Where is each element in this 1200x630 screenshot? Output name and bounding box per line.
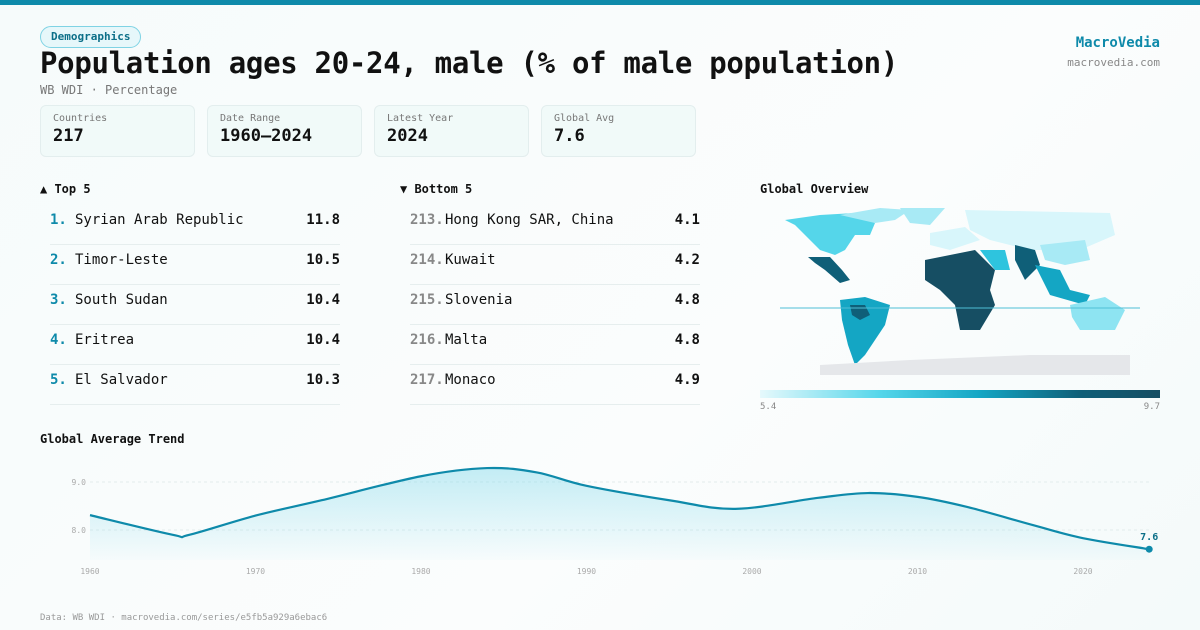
map-title: Global Overview	[760, 182, 869, 196]
country-value: 4.8	[674, 292, 700, 308]
country-value: 10.4	[306, 292, 340, 308]
country-value: 10.5	[306, 252, 340, 268]
top5-row[interactable]: 1. Syrian Arab Republic 11.8	[50, 205, 340, 245]
map-legend-bar	[760, 390, 1160, 398]
bottom5-row[interactable]: 217. Monaco 4.9	[410, 365, 700, 405]
north-america[interactable]	[785, 213, 875, 255]
australia[interactable]	[1070, 297, 1125, 330]
x-tick-label: 2010	[908, 567, 927, 576]
china[interactable]	[1040, 240, 1090, 265]
bottom5-row[interactable]: 216. Malta 4.8	[410, 325, 700, 365]
country-name: South Sudan	[75, 292, 168, 308]
trend-chart[interactable]: 8.0 9.0 1960 1970 1980 1990 2000 2010 2020 7.6	[0, 440, 1200, 590]
category-badge[interactable]: Demographics	[40, 26, 142, 48]
x-tick-label: 1960	[80, 567, 99, 576]
country-name: Eritrea	[75, 332, 135, 348]
country-name: Malta	[445, 332, 488, 348]
x-tick-label: 2020	[1073, 567, 1092, 576]
country-value: 4.8	[674, 332, 700, 348]
y-tick-label: 8.0	[72, 526, 87, 535]
stat-value: 1960–2024	[220, 126, 313, 146]
rank: 213.	[410, 212, 444, 228]
rank: 217.	[410, 372, 444, 388]
canada-arctic[interactable]	[840, 208, 910, 223]
x-tick-label: 1980	[411, 567, 430, 576]
brand-url[interactable]: macrovedia.com	[1067, 56, 1160, 69]
central-america[interactable]	[808, 257, 850, 283]
legend-min: 5.4	[760, 402, 777, 412]
top5-row[interactable]: 5. El Salvador 10.3	[50, 365, 340, 405]
stat-label: Latest Year	[387, 113, 454, 124]
end-value-label: 7.6	[1140, 532, 1158, 543]
x-tick-label: 2000	[742, 567, 761, 576]
top-accent-bar	[0, 0, 1200, 5]
x-tick-label: 1970	[246, 567, 265, 576]
greenland[interactable]	[900, 208, 945, 225]
africa[interactable]	[925, 250, 995, 330]
rank: 1.	[50, 212, 67, 228]
country-value: 4.9	[674, 372, 700, 388]
stat-label: Global Avg	[554, 113, 615, 124]
europe[interactable]	[930, 227, 980, 250]
country-name: Slovenia	[445, 292, 513, 308]
country-value: 10.3	[306, 372, 340, 388]
country-name: Kuwait	[445, 252, 496, 268]
bottom5-row[interactable]: 213. Hong Kong SAR, China 4.1	[410, 205, 700, 245]
top5-title: ▲ Top 5	[40, 182, 91, 196]
stat-value: 7.6	[554, 126, 585, 146]
country-value: 4.1	[674, 212, 700, 228]
page-subtitle: WB WDI · Percentage	[40, 83, 178, 97]
stat-global-avg: Global Avg 7.6	[541, 105, 696, 157]
bottom5-title: ▼ Bottom 5	[400, 182, 473, 196]
top5-row[interactable]: 3. South Sudan 10.4	[50, 285, 340, 325]
data-point[interactable]	[1145, 545, 1153, 553]
country-value: 11.8	[306, 212, 340, 228]
russia[interactable]	[965, 210, 1115, 250]
world-map[interactable]	[780, 205, 1160, 380]
country-name: Syrian Arab Republic	[75, 212, 244, 228]
y-tick-label: 9.0	[72, 478, 87, 487]
trend-area	[90, 467, 1150, 560]
middle-east[interactable]	[980, 250, 1010, 270]
footer-source: Data: WB WDI · macrovedia.com/series/e5f…	[40, 613, 328, 623]
stat-label: Countries	[53, 113, 108, 124]
stat-countries: Countries 217	[40, 105, 195, 157]
rank: 5.	[50, 372, 67, 388]
map-countries	[785, 208, 1130, 375]
stat-value: 2024	[387, 126, 428, 146]
country-name: Monaco	[445, 372, 496, 388]
stat-date-range: Date Range 1960–2024	[207, 105, 362, 157]
country-value: 10.4	[306, 332, 340, 348]
rank: 216.	[410, 332, 444, 348]
trend-line	[89, 466, 1150, 551]
rank: 214.	[410, 252, 444, 268]
top5-row[interactable]: 4. Eritrea 10.4	[50, 325, 340, 365]
south-asia[interactable]	[1015, 245, 1040, 280]
top5-row[interactable]: 2. Timor-Leste 10.5	[50, 245, 340, 285]
southeast-asia[interactable]	[1035, 265, 1090, 305]
stat-label: Date Range	[220, 113, 281, 124]
stat-value: 217	[53, 126, 84, 146]
rank: 2.	[50, 252, 67, 268]
rank: 3.	[50, 292, 67, 308]
bottom5-row[interactable]: 214. Kuwait 4.2	[410, 245, 700, 285]
bottom5-row[interactable]: 215. Slovenia 4.8	[410, 285, 700, 325]
country-name: Timor-Leste	[75, 252, 168, 268]
andes-countries[interactable]	[850, 305, 870, 320]
trend-title: Global Average Trend	[40, 432, 185, 446]
country-name: Hong Kong SAR, China	[445, 212, 614, 228]
stat-latest-year: Latest Year 2024	[374, 105, 529, 157]
rank: 215.	[410, 292, 444, 308]
legend-max: 9.7	[1143, 402, 1160, 412]
country-name: El Salvador	[75, 372, 168, 388]
brand-logo[interactable]: MacroVedia	[1075, 35, 1160, 51]
country-value: 4.2	[674, 252, 700, 268]
x-tick-label: 1990	[577, 567, 596, 576]
antarctica	[820, 355, 1130, 375]
page-title: Population ages 20-24, male (% of male p…	[40, 46, 898, 80]
rank: 4.	[50, 332, 67, 348]
